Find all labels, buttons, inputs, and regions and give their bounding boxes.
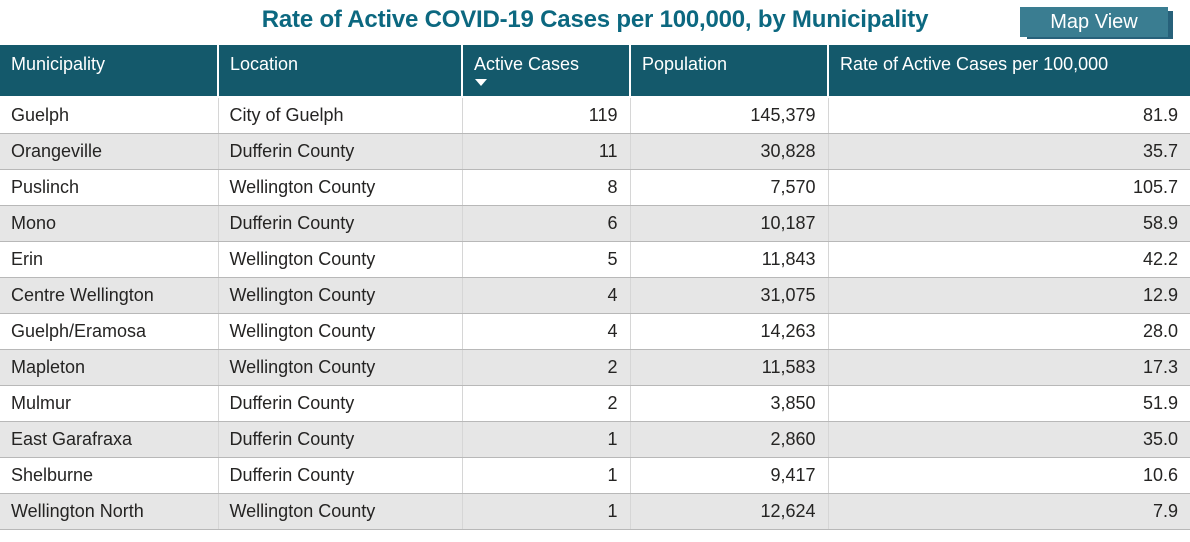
table-row[interactable]: Puslinch Wellington County 8 7,570 105.7 [0,169,1190,206]
table-cell: Dufferin County [217,457,462,494]
table-cell: Centre Wellington [0,277,218,314]
table-cell: Dufferin County [217,385,462,422]
table-cell: 11 [461,133,630,170]
covid-rate-table: Municipality Location Active Cases Popul… [0,45,1190,530]
table-cell: 105.7 [827,169,1190,206]
table-cell: 5 [461,241,630,278]
header-row: Municipality Location Active Cases Popul… [0,45,1190,98]
sort-descending-icon [475,79,487,86]
column-header-label: Location [230,54,299,74]
table-cell: 2,860 [629,421,828,458]
table-cell: 1 [461,457,630,494]
table-cell: 4 [461,313,630,350]
table-cell: Orangeville [0,133,218,170]
column-header-active-cases[interactable]: Active Cases [461,45,630,98]
table-row[interactable]: Mapleton Wellington County 2 11,583 17.3 [0,349,1190,386]
column-header-location[interactable]: Location [217,45,462,98]
table-cell: Mulmur [0,385,218,422]
table-cell: 51.9 [827,385,1190,422]
table-cell: Guelph/Eramosa [0,313,218,350]
column-header-municipality[interactable]: Municipality [0,45,218,98]
table-cell: 119 [461,97,630,134]
table-row[interactable]: Centre Wellington Wellington County 4 31,07… [0,277,1190,314]
table-row[interactable]: Shelburne Dufferin County 1 9,417 10.6 [0,457,1190,494]
table-cell: 7,570 [629,169,828,206]
table-cell: 10.6 [827,457,1190,494]
table-cell: 35.7 [827,133,1190,170]
table-cell: 42.2 [827,241,1190,278]
table-cell: Wellington County [217,313,462,350]
table-cell: Erin [0,241,218,278]
table-cell: East Garafraxa [0,421,218,458]
table-cell: Mono [0,205,218,242]
table-cell: City of Guelph [217,97,462,134]
table-cell: 11,583 [629,349,828,386]
table-cell: 58.9 [827,205,1190,242]
table-cell: 81.9 [827,97,1190,134]
table-cell: 145,379 [629,97,828,134]
table-cell: 6 [461,205,630,242]
table-cell: 3,850 [629,385,828,422]
table-cell: 4 [461,277,630,314]
table-cell: 7.9 [827,493,1190,530]
table-cell: Mapleton [0,349,218,386]
table-cell: Puslinch [0,169,218,206]
table-cell: 31,075 [629,277,828,314]
column-header-label: Rate of Active Cases per 100,000 [840,54,1109,74]
table-row[interactable]: Mono Dufferin County 6 10,187 58.9 [0,205,1190,242]
title-bar: Rate of Active COVID-19 Cases per 100,00… [0,0,1190,45]
column-header-label: Municipality [11,54,106,74]
table-cell: Dufferin County [217,133,462,170]
table-cell: 11,843 [629,241,828,278]
table-row[interactable]: Guelph City of Guelph 119 145,379 81.9 [0,97,1190,134]
table-row[interactable]: Wellington North Wellington County 1 12,624… [0,493,1190,530]
table-cell: 17.3 [827,349,1190,386]
table-cell: Wellington North [0,493,218,530]
column-header-label: Active Cases [474,54,580,74]
table-header: Municipality Location Active Cases Popul… [0,45,1190,98]
column-header-population[interactable]: Population [629,45,828,98]
column-header-label: Population [642,54,728,74]
table-cell: Wellington County [217,169,462,206]
table-cell: Shelburne [0,457,218,494]
table-cell: Wellington County [217,493,462,530]
table-cell: Guelph [0,97,218,134]
table-cell: 8 [461,169,630,206]
table-cell: 14,263 [629,313,828,350]
table-row[interactable]: Mulmur Dufferin County 2 3,850 51.9 [0,385,1190,422]
table-cell: Wellington County [217,241,462,278]
column-header-rate[interactable]: Rate of Active Cases per 100,000 [827,45,1190,98]
table-cell: Wellington County [217,277,462,314]
table-cell: 2 [461,385,630,422]
table-cell: 9,417 [629,457,828,494]
table-row[interactable]: East Garafraxa Dufferin County 1 2,860 35.0 [0,421,1190,458]
table-cell: 2 [461,349,630,386]
table-cell: 30,828 [629,133,828,170]
table-cell: Dufferin County [217,421,462,458]
table-cell: 35.0 [827,421,1190,458]
table-row[interactable]: Erin Wellington County 5 11,843 42.2 [0,241,1190,278]
table-row[interactable]: Orangeville Dufferin County 11 30,828 35.7 [0,133,1190,170]
page-title: Rate of Active COVID-19 Cases per 100,00… [261,6,929,33]
table-cell: 1 [461,421,630,458]
map-view-button[interactable]: Map View [1020,7,1168,37]
table-cell: Wellington County [217,349,462,386]
table-cell: 1 [461,493,630,530]
table-cell: 28.0 [827,313,1190,350]
table-cell: Dufferin County [217,205,462,242]
table-row[interactable]: Guelph/Eramosa Wellington County 4 14,263 28… [0,313,1190,350]
table-cell: 10,187 [629,205,828,242]
table-body: Guelph City of Guelph 119 145,379 81.9 Orange… [0,97,1190,530]
table-cell: 12,624 [629,493,828,530]
table-cell: 12.9 [827,277,1190,314]
